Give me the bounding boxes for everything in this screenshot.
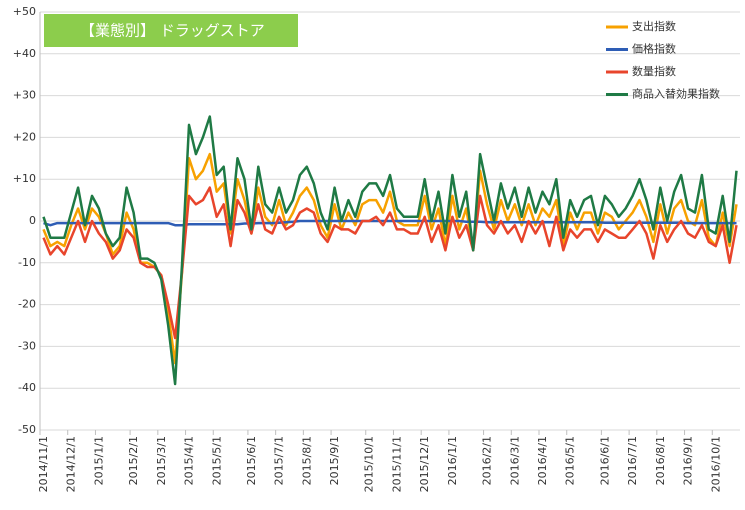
y-tick-label: +50 xyxy=(13,5,36,18)
x-tick-label: 2016/4/1 xyxy=(536,436,549,485)
y-tick-label: +20 xyxy=(13,130,36,143)
y-tick-label: -10 xyxy=(18,256,36,269)
x-tick-label: 2015/9/1 xyxy=(328,436,341,485)
y-tick-label: +10 xyxy=(13,172,36,185)
x-tick-label: 2016/7/1 xyxy=(626,436,639,485)
legend-label: 価格指数 xyxy=(632,42,676,56)
plot: -50 -40 -30 -20 -10 0 +10 +20 +30 +40 +50 2014/11/1… xyxy=(13,5,740,492)
y-tick-label: -20 xyxy=(18,298,36,311)
x-tick-label: 2016/9/1 xyxy=(682,436,695,485)
legend-label: 商品入替効果指数 xyxy=(632,87,720,101)
y-tick-label: -40 xyxy=(18,381,36,394)
x-tick-label: 2015/5/1 xyxy=(210,436,223,485)
legend-label: 数量指数 xyxy=(632,64,676,78)
x-tick-label: 2016/10/1 xyxy=(709,436,722,492)
x-tick-label: 2015/8/1 xyxy=(300,436,313,485)
y-tick-label: +40 xyxy=(13,47,36,60)
x-tick-label: 2015/7/1 xyxy=(273,436,286,485)
x-tick-label: 2015/10/1 xyxy=(363,436,376,492)
series-line xyxy=(43,219,737,227)
x-tick-label: 2016/2/1 xyxy=(481,436,494,485)
x-tick-label: 2015/1/1 xyxy=(92,436,105,485)
y-tick-label: +30 xyxy=(13,89,36,102)
title-box xyxy=(44,14,298,47)
x-tick-label: 2015/4/1 xyxy=(183,436,196,485)
x-tick-label: 2015/6/1 xyxy=(245,436,258,485)
x-tick-label: 2016/8/1 xyxy=(654,436,667,485)
x-tick-label: 2016/5/1 xyxy=(564,436,577,485)
y-tick-label: 0 xyxy=(29,214,36,227)
x-tick-label: 2015/11/1 xyxy=(390,436,403,492)
y-tick-label: -50 xyxy=(18,423,36,436)
x-tick-label: 2014/11/1 xyxy=(37,436,50,492)
chart-title: 【業態別】 ドラッグストア xyxy=(80,22,265,40)
legend-label: 支出指数 xyxy=(632,19,676,33)
x-tick-label: 2015/12/1 xyxy=(418,436,431,492)
x-tick-label: 2016/3/1 xyxy=(508,436,521,485)
x-tick-label: 2015/2/1 xyxy=(127,436,140,485)
series-line xyxy=(42,115,738,386)
y-tick-label: -30 xyxy=(18,339,36,352)
x-tick-label: 2016/1/1 xyxy=(446,436,459,485)
x-tick-label: 2014/12/1 xyxy=(65,436,78,492)
x-tick-label: 2015/3/1 xyxy=(155,436,168,485)
x-tick-label: 2016/6/1 xyxy=(598,436,611,485)
